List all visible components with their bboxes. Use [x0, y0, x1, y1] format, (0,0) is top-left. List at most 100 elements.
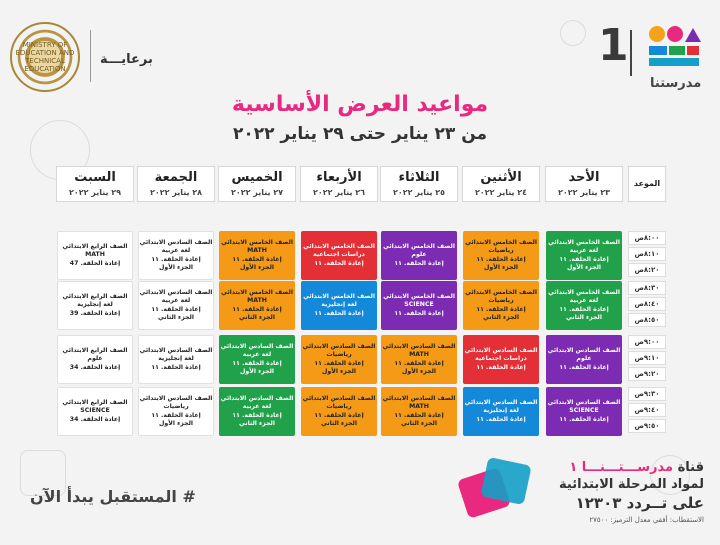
- program-line: لغة إنجليزية: [77, 301, 113, 309]
- program-line: الجزء الثاني: [239, 313, 275, 321]
- program-line: الصف السادس الابتدائي: [464, 347, 538, 355]
- channel-cards-graphic: [456, 455, 536, 535]
- program-line: الصف الخامس الابتدائي: [465, 289, 537, 297]
- program-line: الجزء الأول: [402, 367, 437, 375]
- program-line: SCIENCE: [80, 407, 110, 415]
- program-line: إعادة الحلقة. ١١: [151, 255, 201, 263]
- program-line: لغة عربية: [242, 351, 272, 359]
- program-line: الجزء الثاني: [239, 419, 275, 427]
- day-header: الخميس ٢٧ يناير ٢٠٢٢: [218, 166, 296, 202]
- program-line: إعادة الحلقة. ١١: [151, 305, 201, 313]
- program-line: الصف الخامس الابتدائي: [221, 239, 293, 247]
- day-date: ٢٩ يناير ٢٠٢٢: [68, 187, 122, 197]
- program-line: الصف السادس الابتدائي: [382, 343, 456, 351]
- program-line: الصف السادس الابتدائي: [139, 289, 213, 297]
- header-divider: [90, 30, 91, 82]
- program-cell: الصف الرابع الابتدائي MATH إعادة الحلقة. 4…: [57, 231, 133, 280]
- day-header: الجمعة ٢٨ يناير ٢٠٢٢: [137, 166, 215, 202]
- program-cell: الصف الرابع الابتدائي SCIENCE إعادة الحلقة…: [57, 387, 133, 436]
- background-doodle: [560, 20, 586, 46]
- time-slot: ٩:٤٠ص: [628, 403, 666, 417]
- day-date: ٢٧ يناير ٢٠٢٢: [230, 187, 284, 197]
- program-line: الصف السادس الابتدائي: [139, 395, 213, 403]
- program-line: رياضيات: [326, 403, 352, 411]
- program-cell: الصف السادس الابتدائي دراسات اجتماعية إعاد…: [463, 335, 539, 384]
- program-line: الجزء الثاني: [401, 419, 437, 427]
- day-name: الأثنين: [480, 170, 522, 186]
- program-line: إعادة الحلقة. ١١: [476, 305, 526, 313]
- program-line: الصف الخامس الابتدائي: [383, 293, 455, 301]
- program-line: إعادة الحلقة. 47: [69, 259, 121, 267]
- program-line: علوم: [411, 251, 427, 259]
- channel-description: لمواد المرحلة الابتدائية: [559, 477, 704, 492]
- program-cell: الصف السادس الابتدائي علوم إعادة الحلقة. ١…: [546, 335, 622, 384]
- channel-frequency: على تــردد ١٢٣٠٣: [575, 494, 704, 512]
- program-line: الصف السادس الابتدائي: [382, 395, 456, 403]
- program-line: الصف الرابع الابتدائي: [62, 347, 128, 355]
- program-line: علوم: [87, 355, 103, 363]
- program-line: الصف السادس الابتدائي: [464, 399, 538, 407]
- program-line: إعادة الحلقة. ١١: [394, 411, 444, 419]
- day-name: الأربعاء: [316, 170, 362, 186]
- day-name: الجمعة: [154, 170, 198, 186]
- time-column-header: الموعد: [628, 166, 666, 202]
- program-cell: الصف السادس الابتدائي لغة عربية إعادة الحل…: [138, 281, 214, 330]
- program-line: الجزء الأول: [567, 263, 602, 271]
- program-line: الجزء الثاني: [483, 313, 519, 321]
- program-line: إعادة الحلقة. ١١: [151, 411, 201, 419]
- program-line: الصف الرابع الابتدائي: [62, 243, 128, 251]
- program-line: إعادة الحلقة. ١١: [394, 359, 444, 367]
- day-name: الأحد: [568, 170, 600, 186]
- time-slot: ٩:٥٠ص: [628, 419, 666, 433]
- time-slot: ٨:٥٠ص: [628, 313, 666, 327]
- time-slot: ٨:٠٠ص: [628, 231, 666, 245]
- program-line: الصف السادس الابتدائي: [220, 343, 294, 351]
- madrasetna-logo-icon: [649, 26, 701, 66]
- program-line: الصف الرابع الابتدائي: [62, 293, 128, 301]
- program-line: إعادة الحلقة. 34: [69, 415, 121, 423]
- program-line: دراسات اجتماعية: [313, 251, 365, 259]
- channel-number: 1: [598, 20, 629, 71]
- program-cell: الصف الخامس الابتدائي دراسات اجتماعية إعاد…: [301, 231, 377, 280]
- brand-divider: [630, 30, 632, 76]
- program-cell: الصف السادس الابتدائي لغة عربية إعادة الحل…: [219, 335, 295, 384]
- program-line: الصف السادس الابتدائي: [302, 343, 376, 351]
- program-cell: الصف السادس الابتدائي رياضيات إعادة الحلقة…: [301, 335, 377, 384]
- program-cell: الصف الخامس الابتدائي SCIENCE إعادة الحلقة…: [381, 281, 457, 330]
- program-line: الصف الرابع الابتدائي: [62, 399, 128, 407]
- day-header: الأثنين ٢٤ يناير ٢٠٢٢: [462, 166, 540, 202]
- program-line: MATH: [409, 351, 429, 359]
- program-line: إعادة الحلقة. ١١: [476, 415, 526, 423]
- program-line: لغة عربية: [569, 297, 599, 305]
- program-cell: الصف السادس الابتدائي لغة إنجليزية إعادة ا…: [138, 335, 214, 384]
- time-slot: ٨:٣٠ص: [628, 281, 666, 295]
- time-slot: ٨:٢٠ص: [628, 263, 666, 277]
- day-date: ٢٦ يناير ٢٠٢٢: [312, 187, 366, 197]
- program-line: MATH: [85, 251, 105, 259]
- program-line: الصف السادس الابتدائي: [139, 347, 213, 355]
- brand-name: مدرستنا: [650, 76, 702, 91]
- program-line: لغة عربية: [161, 297, 191, 305]
- program-line: الجزء الأول: [240, 263, 275, 271]
- day-header: الأربعاء ٢٦ يناير ٢٠٢٢: [300, 166, 378, 202]
- program-cell: الصف السادس الابتدائي لغة إنجليزية إعادة ا…: [463, 387, 539, 436]
- program-line: الصف السادس الابتدائي: [547, 347, 621, 355]
- program-line: إعادة الحلقة. 34: [69, 363, 121, 371]
- program-line: MATH: [247, 297, 267, 305]
- time-slot: ٩:٢٠ص: [628, 367, 666, 381]
- day-name: الثلاثاء: [398, 170, 440, 186]
- program-cell: الصف السادس الابتدائي لغة عربية إعادة الحل…: [138, 231, 214, 280]
- program-line: إعادة الحلقة. ١١: [314, 259, 364, 267]
- program-line: رياضيات: [488, 247, 514, 255]
- page-title: مواعيد العرض الأساسية: [231, 92, 489, 117]
- program-line: إعادة الحلقة. ١١: [232, 255, 282, 263]
- time-slot: ٨:٤٠ص: [628, 297, 666, 311]
- program-line: إعادة الحلقة. ١١: [476, 363, 526, 371]
- day-name: السبت: [74, 170, 116, 186]
- ministry-seal-logo: MINISTRY OF EDUCATION AND TECHNICAL EDUC…: [10, 22, 80, 92]
- program-line: الصف الخامس الابتدائي: [383, 243, 455, 251]
- time-slot: ٩:١٠ص: [628, 351, 666, 365]
- program-cell: الصف الرابع الابتدائي لغة إنجليزية إعادة ا…: [57, 281, 133, 330]
- day-date: ٢٣ يناير ٢٠٢٢: [557, 187, 611, 197]
- page-subtitle: من ٢٣ يناير حتى ٢٩ يناير ٢٠٢٢: [232, 124, 488, 144]
